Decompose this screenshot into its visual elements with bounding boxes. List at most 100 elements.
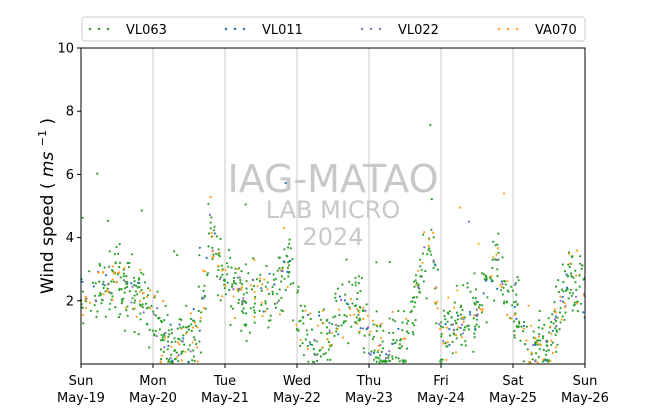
data-point: [191, 359, 194, 362]
data-point: [240, 288, 243, 291]
data-point: [563, 306, 567, 309]
data-point: [159, 360, 162, 363]
data-point: [124, 306, 127, 309]
data-point: [138, 277, 141, 280]
data-point: [130, 253, 133, 256]
data-point: [232, 279, 236, 282]
data-point: [152, 313, 155, 316]
x-axis: Sun May-19 Mon May-20 Tue May-21 Wed May-22 Thu M…: [57, 364, 609, 406]
data-point: [326, 358, 329, 361]
data-point: [212, 253, 215, 256]
data-point: [358, 330, 361, 333]
data-point: [565, 273, 568, 276]
data-point: [81, 306, 84, 309]
data-point: [500, 289, 503, 292]
data-point: [171, 361, 174, 364]
data-point: [91, 281, 94, 284]
data-point: [573, 303, 576, 306]
data-point: [301, 342, 304, 345]
data-point: [429, 124, 432, 127]
data-point: [523, 321, 526, 324]
data-point: [122, 279, 125, 282]
data-point: [357, 282, 360, 285]
data-point: [459, 326, 462, 329]
data-point: [438, 323, 441, 326]
data-point: [212, 229, 215, 232]
data-point: [356, 307, 359, 311]
data-point: [144, 302, 148, 305]
data-point: [545, 350, 548, 353]
data-point: [133, 280, 136, 283]
data-point: [442, 340, 445, 343]
data-point: [278, 267, 281, 270]
data-point: [234, 271, 237, 275]
data-point: [219, 299, 222, 302]
data-point: [559, 306, 562, 310]
data-point: [211, 235, 214, 238]
data-point: [496, 287, 499, 290]
data-point: [368, 333, 371, 336]
data-point: [372, 335, 375, 338]
data-point: [441, 358, 444, 361]
data-point: [582, 294, 586, 297]
data-point: [122, 272, 125, 275]
data-point: [104, 290, 107, 293]
data-point: [319, 355, 322, 358]
data-point: [466, 286, 469, 289]
data-point: [264, 300, 267, 303]
data-point: [327, 340, 330, 344]
data-point: [194, 324, 197, 327]
data-point: [242, 297, 245, 300]
data-point: [520, 325, 523, 328]
data-point: [482, 273, 486, 276]
data-point: [475, 323, 478, 326]
data-point: [354, 304, 358, 307]
data-point: [196, 360, 199, 363]
data-point: [436, 307, 439, 310]
data-point: [272, 278, 275, 281]
data-point: [439, 327, 442, 330]
data-point: [96, 310, 99, 313]
data-point: [253, 258, 256, 261]
data-point: [467, 328, 470, 331]
data-point: [125, 282, 128, 286]
x-tick-date: May-25: [489, 391, 537, 406]
data-point: [316, 324, 319, 327]
data-point: [455, 334, 458, 337]
data-point: [490, 275, 493, 278]
data-point: [232, 288, 235, 291]
data-point: [247, 272, 250, 275]
data-point: [190, 323, 193, 326]
data-point: [156, 290, 159, 293]
data-point: [461, 332, 464, 335]
data-point: [554, 315, 558, 318]
data-point: [555, 319, 558, 323]
x-tick-date: May-26: [561, 391, 609, 406]
data-point: [160, 334, 163, 337]
data-point: [464, 344, 467, 347]
data-point: [180, 327, 183, 330]
data-point: [440, 358, 443, 361]
data-point: [193, 359, 196, 362]
data-point: [367, 352, 371, 355]
data-point: [250, 284, 253, 287]
data-point: [81, 216, 84, 219]
data-point: [388, 317, 391, 320]
data-point: [488, 276, 491, 279]
data-point: [474, 288, 478, 291]
data-point: [82, 322, 85, 325]
data-point: [578, 285, 581, 288]
data-point: [375, 330, 378, 333]
data-point: [526, 348, 529, 351]
data-point: [217, 264, 220, 267]
data-point: [223, 287, 226, 290]
legend-marker: [378, 27, 382, 31]
data-point: [236, 268, 240, 271]
data-point: [501, 282, 504, 285]
data-point: [204, 307, 207, 310]
data-point: [477, 306, 480, 309]
data-point: [574, 269, 577, 272]
data-point: [234, 267, 237, 270]
data-point: [384, 356, 388, 360]
data-point: [266, 288, 269, 291]
